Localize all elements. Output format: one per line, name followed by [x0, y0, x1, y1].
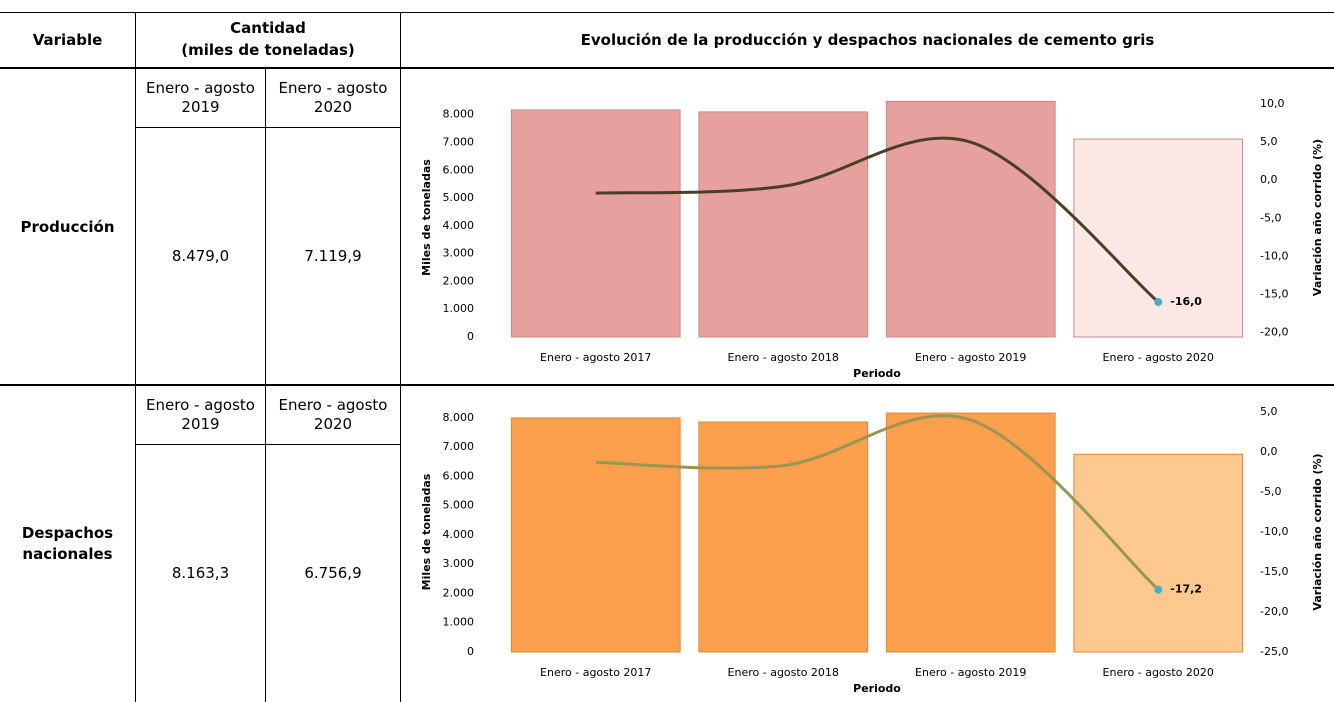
y-tick-label: 7.000: [443, 440, 475, 453]
bar: [1073, 138, 1244, 338]
y2-tick-label: -10,0: [1260, 525, 1288, 538]
y2-tick-label: -20,0: [1260, 605, 1288, 618]
y2-tick-label: 0,0: [1260, 173, 1278, 186]
y2-tick-label: -20,0: [1260, 325, 1288, 338]
y-tick-label: 7.000: [443, 135, 475, 148]
rule: [0, 12, 1334, 13]
y-tick-label: 8.000: [443, 411, 475, 424]
rule: [265, 385, 266, 702]
bar: [885, 100, 1056, 338]
y-tick-label: 1.000: [443, 616, 475, 629]
data-label: -16,0: [1170, 295, 1202, 308]
header-cell: (miles de toneladas): [181, 41, 355, 59]
data-label: -17,2: [1170, 583, 1202, 596]
rule: [135, 12, 136, 702]
bar: [885, 412, 1056, 653]
y-tick-label: 0: [467, 645, 474, 658]
value-cell: 8.479,0: [171, 247, 230, 265]
period-cell: Enero - agosto 2020: [278, 396, 388, 433]
y-axis-label: Miles de toneladas: [420, 159, 433, 276]
value-cell: 8.163,3: [171, 564, 230, 582]
x-tick-label: Enero - agosto 2017: [540, 666, 651, 679]
y-tick-label: 0: [467, 330, 474, 343]
y-tick-label: 6.000: [443, 469, 475, 482]
x-tick-label: Enero - agosto 2019: [915, 351, 1026, 364]
x-tick-label: Enero - agosto 2020: [1103, 351, 1214, 364]
rule: [400, 12, 401, 702]
y2-tick-label: -15,0: [1260, 565, 1288, 578]
x-axis-label: Periodo: [853, 682, 901, 695]
y2-tick-label: 10,0: [1260, 97, 1285, 110]
marker: [1154, 297, 1163, 306]
bar: [510, 417, 681, 653]
y-tick-label: 3.000: [443, 557, 475, 570]
period-cell: Enero - agosto 2019: [146, 79, 255, 116]
y-tick-label: 2.000: [443, 586, 475, 599]
variable-cell: Producción: [20, 217, 115, 236]
bar: [698, 111, 869, 338]
chart: 0 1.000 2.000 3.000 4.000 5.000 6.000 7.000 8.00…: [420, 405, 1324, 695]
y2-tick-label: 5,0: [1260, 405, 1278, 418]
value-cell: 7.119,9: [304, 247, 362, 265]
y2-tick-label: -25,0: [1260, 645, 1288, 658]
bar: [698, 421, 869, 653]
y2-tick-label: -10,0: [1260, 249, 1288, 262]
x-tick-label: Enero - agosto 2018: [728, 666, 839, 679]
x-axis-label: Periodo: [853, 367, 901, 380]
y-tick-label: 6.000: [443, 163, 475, 176]
y-tick-label: 4.000: [443, 219, 475, 232]
y2-tick-label: -15,0: [1260, 287, 1288, 300]
x-tick-label: Enero - agosto 2020: [1103, 666, 1214, 679]
y-tick-label: 3.000: [443, 247, 475, 260]
rule: [0, 384, 1334, 386]
y-tick-label: 8.000: [443, 108, 475, 121]
bar: [510, 109, 681, 338]
y2-axis-label: Variación año corrido (%): [1311, 139, 1324, 296]
y-tick-label: 2.000: [443, 274, 475, 287]
y-tick-label: 5.000: [443, 499, 475, 512]
period-cell: Enero - agosto 2020: [278, 79, 388, 116]
rule: [0, 67, 1334, 69]
x-tick-label: Enero - agosto 2017: [540, 351, 651, 364]
rule: [135, 127, 400, 128]
y2-tick-label: -5,0: [1260, 485, 1281, 498]
period-cell: Enero - agosto 2019: [146, 396, 255, 433]
line: [595, 414, 1160, 591]
x-tick-label: Enero - agosto 2019: [915, 666, 1026, 679]
variable-cell: Despachos nacionales: [21, 524, 114, 563]
y-tick-label: 1.000: [443, 302, 475, 315]
y-tick-label: 5.000: [443, 191, 475, 204]
y2-axis-label: Variación año corrido (%): [1311, 453, 1324, 610]
header-cell: Variable: [32, 31, 103, 49]
header-cell: Cantidad: [230, 19, 306, 37]
y2-tick-label: 5,0: [1260, 135, 1278, 148]
header-cell: Evolución de la producción y despachos n…: [580, 31, 1155, 49]
bar: [1073, 453, 1244, 653]
marker: [1154, 585, 1163, 594]
rule: [135, 444, 400, 445]
x-tick-label: Enero - agosto 2018: [728, 351, 839, 364]
y2-tick-label: 0,0: [1260, 445, 1278, 458]
value-cell: 6.756,9: [304, 564, 362, 582]
y-axis-label: Miles de toneladas: [420, 473, 433, 590]
rule: [265, 68, 266, 385]
y-tick-label: 4.000: [443, 528, 475, 541]
y2-tick-label: -5,0: [1260, 211, 1281, 224]
line: [595, 136, 1160, 304]
chart: 0 1.000 2.000 3.000 4.000 5.000 6.000 7.000 8.00…: [420, 97, 1324, 380]
